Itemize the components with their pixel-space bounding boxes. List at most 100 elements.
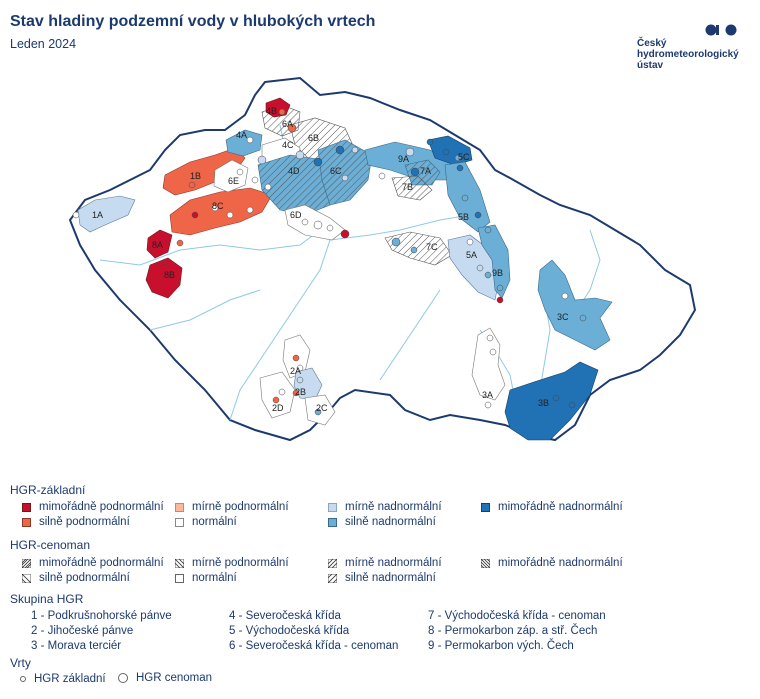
legend-cenoman-item: mimořádně podnormální <box>22 557 164 569</box>
label-7A: 7A <box>420 166 431 176</box>
label-3C: 3C <box>557 312 569 322</box>
label-2C: 2C <box>316 403 328 413</box>
legend-label: normální <box>192 572 237 584</box>
label-2B: 2B <box>295 387 306 397</box>
region-6C <box>317 139 373 206</box>
legend-zakladni-item: silně nadnormální <box>328 516 436 528</box>
label-4A: 4A <box>236 130 247 140</box>
legend-skupina-title: Skupina HGR <box>10 592 84 606</box>
label-8A: 8A <box>152 240 163 250</box>
legend-label: HGR cenoman <box>136 672 213 684</box>
skupina-item: 5 - Východočeská křída <box>229 625 350 637</box>
swatch-mirne-podnormalni <box>175 502 184 512</box>
label-1A: 1A <box>92 210 103 220</box>
swatch-mirne-nadnormalni <box>328 502 337 512</box>
logo-line-2: hydrometeorologický <box>637 49 739 60</box>
hatch-forward-icon <box>328 558 337 568</box>
legend-zakladni-item: normální <box>175 516 237 528</box>
region-6E <box>213 159 249 193</box>
label-4C: 4C <box>282 140 294 150</box>
vrty-item: HGR cenoman <box>118 672 212 684</box>
label-6D: 6D <box>290 210 302 220</box>
swatch-mimoradne-podnormalni <box>22 502 31 512</box>
well-large-icon <box>118 673 128 683</box>
skupina-item: 4 - Severočeská křída <box>229 610 341 622</box>
hatch-dense-icon <box>22 558 31 568</box>
map-canvas: 1A 1B 2A 2B 2C 2D 3A 3B 3C 4A 4B 4C 4D 5… <box>68 76 697 442</box>
region-3B <box>504 361 599 441</box>
label-4B: 4B <box>266 106 277 116</box>
region-8B <box>145 257 183 299</box>
well-small-icon <box>20 676 26 682</box>
region-3C <box>537 259 613 351</box>
label-2D: 2D <box>272 403 284 413</box>
skupina-item: 2 - Jihočeské pánve <box>31 625 134 637</box>
skupina-item: 1 - Podkrušnohorské pánve <box>31 610 172 622</box>
legend-cenoman-item: mírně nadnormální <box>328 557 442 569</box>
label-3B: 3B <box>538 398 549 408</box>
label-5C: 5C <box>458 152 470 162</box>
region-1A <box>77 195 136 233</box>
hatch-wide-back-icon <box>22 573 31 583</box>
legend-label: mimořádně podnormální <box>39 557 164 569</box>
skupina-item: 3 - Morava terciér <box>31 640 122 652</box>
legend-label: mimořádně nadnormální <box>498 557 623 569</box>
legend-label: mírně nadnormální <box>345 557 442 569</box>
legend-label: mimořádně podnormální <box>39 501 164 513</box>
label-2A: 2A <box>290 366 301 376</box>
legend-label: silně nadnormální <box>345 572 436 584</box>
legend-hgr-cenoman-title: HGR-cenoman <box>10 538 91 552</box>
map-subtitle: Leden 2024 <box>10 37 77 51</box>
logo-line-3: ústav <box>637 60 664 71</box>
label-7B: 7B <box>402 182 413 192</box>
legend-label: HGR základní <box>34 673 106 685</box>
skupina-item: 8 - Permokarbon záp. a stř. Čech <box>428 625 598 637</box>
label-7C: 7C <box>426 242 438 252</box>
region-4A <box>225 129 263 157</box>
legend-cenoman-item: silně nadnormální <box>328 572 436 584</box>
logo-text: Český hydrometeorologický ústav <box>637 38 739 71</box>
label-6B: 6B <box>308 133 319 143</box>
wells <box>72 108 587 416</box>
legend-cenoman-item: mimořádně nadnormální <box>481 557 623 569</box>
label-5B: 5B <box>458 212 469 222</box>
label-1B: 1B <box>190 171 201 181</box>
logo-line-1: Český <box>637 38 667 49</box>
skupina-item: 6 - Severočeská křída - cenoman <box>229 640 399 652</box>
label-6E: 6E <box>228 176 239 186</box>
legend-label: silně podnormální <box>39 572 130 584</box>
label-6C: 6C <box>330 166 342 176</box>
region-labels: 1A 1B 2A 2B 2C 2D 3A 3B 3C 4A 4B 4C 4D 5… <box>92 106 569 413</box>
legend-zakladni-item: silně podnormální <box>22 516 130 528</box>
swatch-normalni-cenoman <box>175 573 184 583</box>
region-3A <box>471 327 506 401</box>
legend-vrty-title: Vrty <box>10 656 31 670</box>
vrty-item: HGR základní <box>20 673 106 685</box>
label-6A: 6A <box>282 119 293 129</box>
label-9B: 9B <box>492 268 503 278</box>
legend-label: mírně nadnormální <box>345 501 442 513</box>
label-3A: 3A <box>482 390 493 400</box>
legend-cenoman-item: silně podnormální <box>22 572 130 584</box>
region-8A <box>146 229 173 259</box>
legend-label: mírně podnormální <box>192 557 289 569</box>
logo-mark-icon <box>705 24 737 36</box>
swatch-normalni <box>175 517 184 527</box>
hatch-dense-back-icon <box>481 558 490 568</box>
region-7C <box>384 231 453 266</box>
legend-label: silně nadnormální <box>345 516 436 528</box>
legend-label: normální <box>192 516 237 528</box>
legend-zakladni-item: mírně nadnormální <box>328 501 442 513</box>
label-8B: 8B <box>164 270 175 280</box>
legend-cenoman-item: mírně podnormální <box>175 557 289 569</box>
swatch-silne-nadnormalni <box>328 517 337 527</box>
legend-cenoman-item: normální <box>175 572 237 584</box>
label-8C: 8C <box>212 201 224 211</box>
skupina-item: 7 - Východočeská křída - cenoman <box>428 610 606 622</box>
hatch-back-icon <box>175 558 184 568</box>
swatch-silne-podnormalni <box>22 517 31 527</box>
legend-label: silně podnormální <box>39 516 130 528</box>
label-4D: 4D <box>288 166 300 176</box>
label-9A: 9A <box>398 154 409 164</box>
skupina-item: 9 - Permokarbon vých. Čech <box>428 640 574 652</box>
